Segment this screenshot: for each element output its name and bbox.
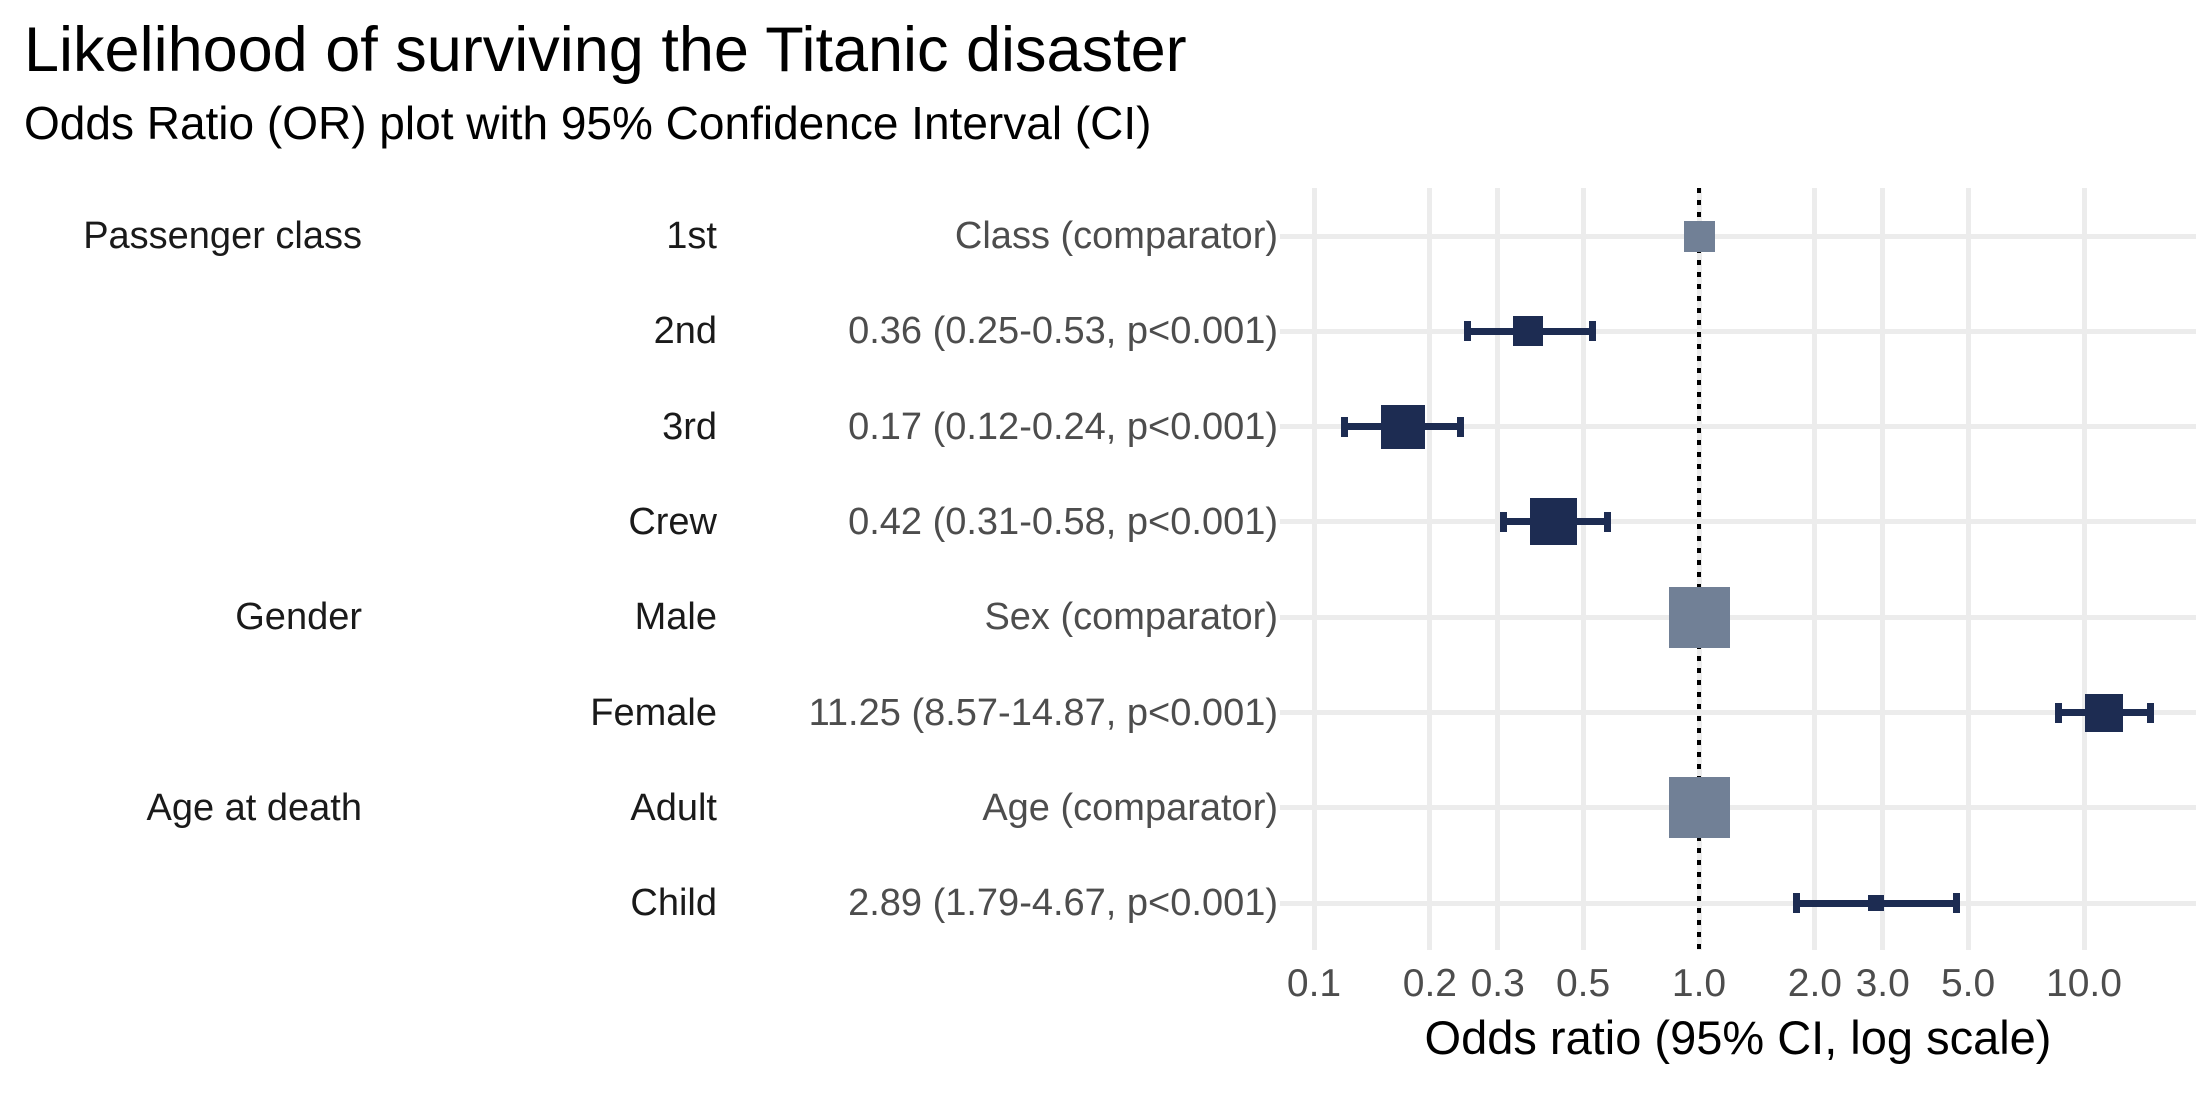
gridline-vertical: [1880, 188, 1886, 950]
row-level-label: Adult: [630, 786, 717, 829]
odds-ratio-box: [1513, 316, 1544, 347]
row-level-label: 2nd: [653, 310, 717, 353]
odds-ratio-box: [1380, 404, 1425, 449]
chart-title: Likelihood of surviving the Titanic disa…: [24, 15, 1187, 85]
ci-cap-right: [2146, 702, 2154, 723]
row-estimate-label: Age (comparator): [982, 786, 1278, 829]
row-level-label: 3rd: [662, 405, 717, 448]
row-level-label: Crew: [628, 500, 717, 543]
gridline-vertical: [1580, 188, 1586, 950]
row-group-label: Passenger class: [83, 215, 362, 257]
row-group-label: Gender: [235, 596, 362, 639]
gridline-horizontal: [1280, 519, 2196, 525]
row-estimate-label: 2.89 (1.79-4.67, p<0.001): [848, 882, 1278, 925]
row-estimate-label: 0.17 (0.12-0.24, p<0.001): [848, 405, 1278, 448]
x-tick-label: 2.0: [1787, 962, 1842, 1005]
gridline-vertical: [1812, 188, 1818, 950]
odds-ratio-box: [1530, 498, 1578, 546]
row-level-label: Child: [630, 882, 717, 925]
row-estimate-label: 0.42 (0.31-0.58, p<0.001): [848, 500, 1278, 543]
gridline-horizontal: [1280, 710, 2196, 715]
ci-cap-left: [1499, 511, 1507, 532]
x-tick-label: 0.1: [1286, 962, 1342, 1005]
gridline-horizontal: [1280, 328, 2196, 334]
row-group-label: Age at death: [146, 786, 362, 829]
x-axis-title: Odds ratio (95% CI, log scale): [1424, 1011, 2052, 1064]
reference-line: [1697, 188, 1701, 950]
gridline-horizontal: [1280, 233, 2196, 239]
gridline-vertical: [1311, 188, 1317, 950]
comparator-box: [1683, 220, 1715, 252]
x-tick-label: 0.5: [1555, 962, 1611, 1005]
row-level-label: Female: [590, 691, 717, 734]
row-estimate-label: 0.36 (0.25-0.53, p<0.001): [848, 310, 1278, 353]
x-tick-label: 5.0: [1940, 962, 1996, 1005]
ci-cap-left: [1792, 893, 1800, 914]
ci-cap-right: [1456, 416, 1464, 437]
comparator-box: [1668, 586, 1730, 648]
row-level-label: 1st: [666, 215, 717, 257]
row-estimate-label: 11.25 (8.57-14.87, p<0.001): [808, 691, 1278, 734]
row-estimate-label: Class (comparator): [954, 215, 1278, 257]
gridline-horizontal: [1280, 805, 2196, 811]
ci-cap-left: [2054, 702, 2062, 723]
odds-ratio-box: [2084, 693, 2123, 732]
row-level-label: Male: [634, 596, 717, 639]
x-tick-label: 10.0: [2046, 962, 2122, 1005]
ci-cap-right: [1589, 321, 1597, 342]
ci-cap-left: [1340, 416, 1348, 437]
gridline-vertical: [1965, 188, 1971, 950]
gridline-horizontal: [1280, 424, 2196, 430]
x-tick-label: 3.0: [1855, 962, 1910, 1005]
odds-ratio-box: [1868, 895, 1885, 912]
ci-cap-right: [1953, 893, 1961, 914]
row-estimate-label: Sex (comparator): [984, 596, 1278, 639]
gridline-vertical: [2081, 188, 2087, 950]
gridline-horizontal: [1280, 614, 2196, 620]
chart-subtitle: Odds Ratio (OR) plot with 95% Confidence…: [24, 97, 1152, 149]
x-tick-label: 0.3: [1470, 962, 1525, 1005]
x-tick-label: 1.0: [1671, 962, 1727, 1005]
comparator-box: [1668, 777, 1730, 839]
x-tick-label: 0.2: [1402, 962, 1457, 1005]
ci-cap-left: [1463, 321, 1471, 342]
gridline-horizontal: [1280, 900, 2196, 906]
ci-cap-right: [1604, 511, 1612, 532]
gridline-vertical: [1495, 188, 1501, 950]
gridline-vertical: [1427, 188, 1433, 950]
